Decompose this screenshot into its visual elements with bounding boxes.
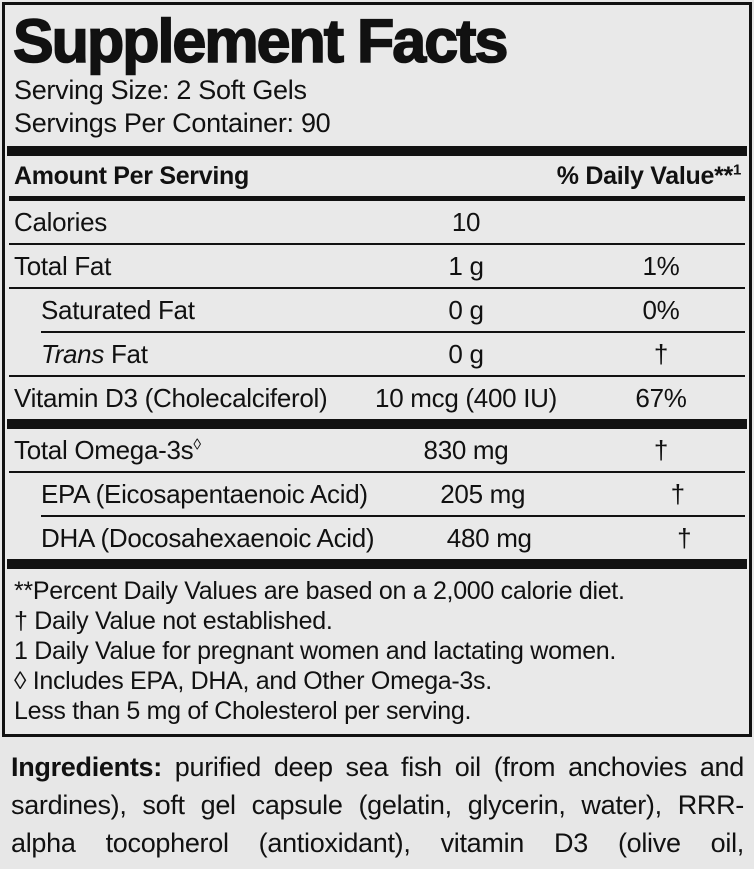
daily-value-header: % Daily Value**1 [556,161,742,190]
nutrient-name: Total Fat [14,251,112,281]
supplement-facts-panel: Supplement Facts Serving Size: 2 Soft Ge… [2,2,752,737]
footnote-line: Less than 5 mg of Cholesterol per servin… [14,697,472,725]
nutrient-row: DHA (Docosahexaenoic Acid) 480 mg † [5,517,749,559]
nutrient-name: Total Omega-3s◊ [14,435,201,465]
ingredients-label: Ingredients: [11,752,162,782]
nutrient-daily-value: 67% [635,383,687,413]
nutrient-daily-value: † [670,479,685,509]
nutrient-name: DHA (Docosahexaenoic Acid) [41,523,375,553]
nutrient-daily-value: 0% [642,295,680,325]
nutrient-amount: 480 mg [446,523,532,553]
row-divider [9,243,745,245]
row-divider [41,515,745,517]
footnotes: **Percent Daily Values are based on a 2,… [5,569,749,732]
amount-per-serving-header: Amount Per Serving [14,162,249,190]
section-divider-thick [7,419,747,429]
daily-value-footnote-marker: 1 [732,161,741,179]
footnote-line: ◊ Includes EPA, DHA, and Other Omega-3s. [14,667,492,695]
nutrient-row: Total Omega-3s◊ 830 mg † [5,429,749,471]
nutrient-amount: 205 mg [440,479,526,509]
row-divider [9,375,745,377]
nutrient-daily-value: 1% [642,251,680,281]
serving-size: Serving Size: 2 Soft Gels [14,75,307,105]
footnote-line: † Daily Value not established. [14,607,333,635]
nutrient-amount: 1 g [448,251,484,281]
nutrient-row: Trans Fat 0 g † [5,333,749,375]
servings-per-container: Servings Per Container: 90 [14,108,331,138]
nutrient-name: Saturated Fat [41,295,195,325]
row-divider [41,331,745,333]
nutrient-amount: 830 mg [423,435,509,465]
nutrient-name: EPA (Eicosapentaenoic Acid) [41,479,368,509]
nutrient-daily-value: † [653,435,669,465]
header-divider [9,196,745,201]
nutrient-name: Calories [14,207,107,237]
nutrient-row: Vitamin D3 (Cholecalciferol) 10 mcg (400 … [5,377,749,419]
nutrient-amount: 10 [451,207,481,237]
footnote-line: **Percent Daily Values are based on a 2,… [14,577,625,605]
section-divider-thick [7,559,747,569]
nutrient-daily-value: † [653,339,669,369]
nutrient-daily-value: † [677,523,692,553]
nutrient-name: Trans Fat [41,339,148,369]
nutrient-row: Calories 10 [5,201,749,243]
table-header-row: Amount Per Serving % Daily Value**1 [5,156,749,196]
ingredients-text: purified deep sea fish oil (from anchovi… [11,752,744,869]
nutrient-row: EPA (Eicosapentaenoic Acid) 205 mg † [5,473,749,515]
nutrient-name: Vitamin D3 (Cholecalciferol) [14,383,328,413]
ingredients-paragraph: Ingredients: purified deep sea fish oil … [11,748,744,869]
nutrient-amount: 0 g [448,295,484,325]
nutrient-row: Saturated Fat 0 g 0% [5,289,749,331]
nutrient-amount: 10 mcg (400 IU) [375,383,557,413]
panel-title: Supplement Facts [12,7,509,75]
nutrient-rows: Calories 10 Total Fat 1 g 1% Saturated Fat 0 g… [5,201,749,569]
row-divider [9,287,745,289]
nutrient-footnote-marker: ◊ [193,436,201,454]
section-divider-thick [7,146,747,156]
nutrient-amount: 0 g [448,339,484,369]
nutrient-row: Total Fat 1 g 1% [5,245,749,287]
footnote-line: 1 Daily Value for pregnant women and lac… [14,637,617,665]
row-divider [9,471,745,473]
